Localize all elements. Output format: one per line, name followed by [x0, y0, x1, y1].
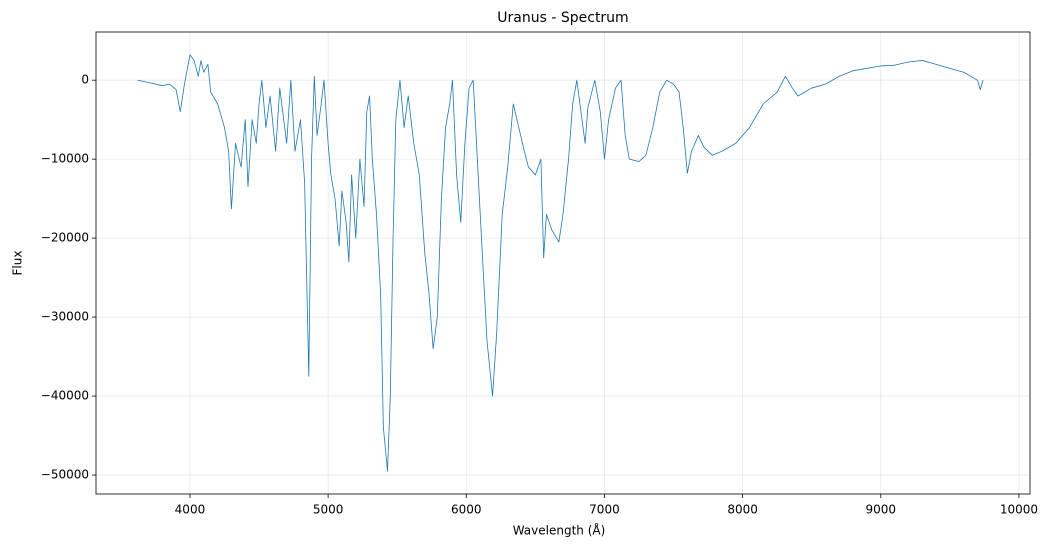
x-tick-label: 7000 [589, 503, 620, 517]
y-tick-label: −30000 [41, 310, 89, 324]
spectrum-line [137, 54, 984, 472]
x-tick-label: 9000 [866, 503, 897, 517]
x-tick-label: 4000 [175, 503, 206, 517]
x-axis-label: Wavelength (Å) [513, 523, 606, 538]
chart-title: Uranus - Spectrum [497, 10, 628, 26]
y-tick-label: −40000 [41, 389, 89, 403]
plot-frame [95, 31, 1031, 495]
x-tick-label: 6000 [451, 503, 482, 517]
x-tick-label: 8000 [727, 503, 758, 517]
y-tick-label: −20000 [41, 231, 89, 245]
y-tick-label: −10000 [41, 152, 89, 166]
y-tick-label: 0 [81, 73, 89, 87]
x-tick-label: 5000 [313, 503, 344, 517]
y-tick-label: −50000 [41, 468, 89, 482]
y-axis-label: Flux [11, 251, 25, 276]
x-tick-label: 10000 [1000, 503, 1038, 517]
